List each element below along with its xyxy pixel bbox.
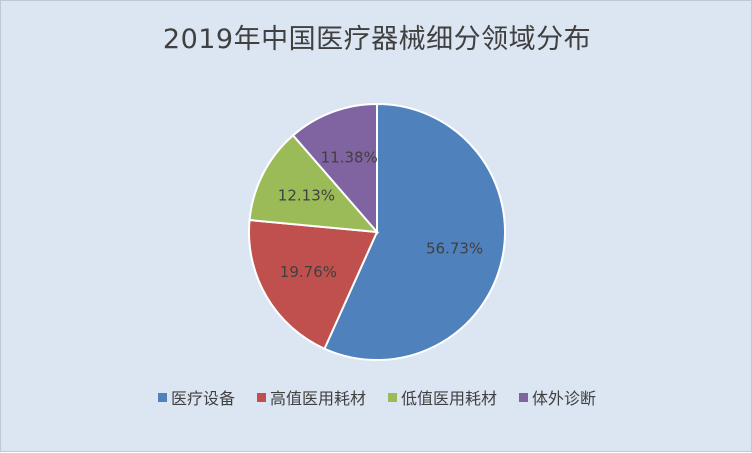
legend-ivd: 体外诊断	[519, 385, 596, 409]
legend-high-value-consumables: 高值医用耗材	[256, 385, 366, 409]
label-low-value-consumables: 12.13%	[278, 187, 335, 205]
slice-high-value-consumables	[248, 218, 379, 351]
legend-low-value-consumables: 低值医用耗材	[388, 385, 497, 409]
legend-label: 体外诊断	[532, 389, 597, 408]
legend-swatch	[388, 392, 397, 402]
legend-medical-equipment: 医疗设备	[157, 385, 235, 409]
legend-label: 医疗设备	[170, 389, 235, 408]
legend: 医疗设备 高值医用耗材 低值医用耗材 体外诊断	[1, 385, 752, 409]
legend-swatch	[519, 392, 529, 402]
legend-swatch	[157, 392, 167, 402]
label-medical-equipment: 56.73%	[426, 240, 483, 258]
legend-swatch	[256, 392, 266, 402]
label-high-value-consumables: 19.76%	[280, 263, 337, 281]
slice-ivd	[291, 102, 378, 235]
legend-label: 高值医用耗材	[269, 389, 366, 408]
slice-low-value-consumables	[248, 133, 380, 234]
slice-medical-equipment	[323, 102, 506, 361]
chart-title: 2019年中国医疗器械细分领域分布	[162, 24, 592, 55]
label-ivd: 11.38%	[321, 149, 378, 167]
legend-label: 低值医用耗材	[401, 389, 498, 408]
